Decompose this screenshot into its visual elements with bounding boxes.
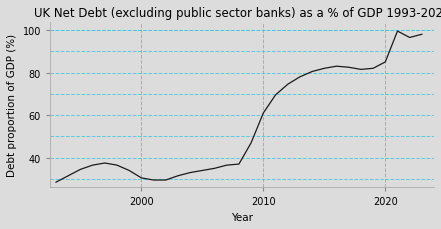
Title: UK Net Debt (excluding public sector banks) as a % of GDP 1993-2023: UK Net Debt (excluding public sector ban… — [34, 7, 441, 20]
Y-axis label: Debt proportion of GDP (%): Debt proportion of GDP (%) — [7, 34, 17, 176]
X-axis label: Year: Year — [231, 212, 253, 222]
